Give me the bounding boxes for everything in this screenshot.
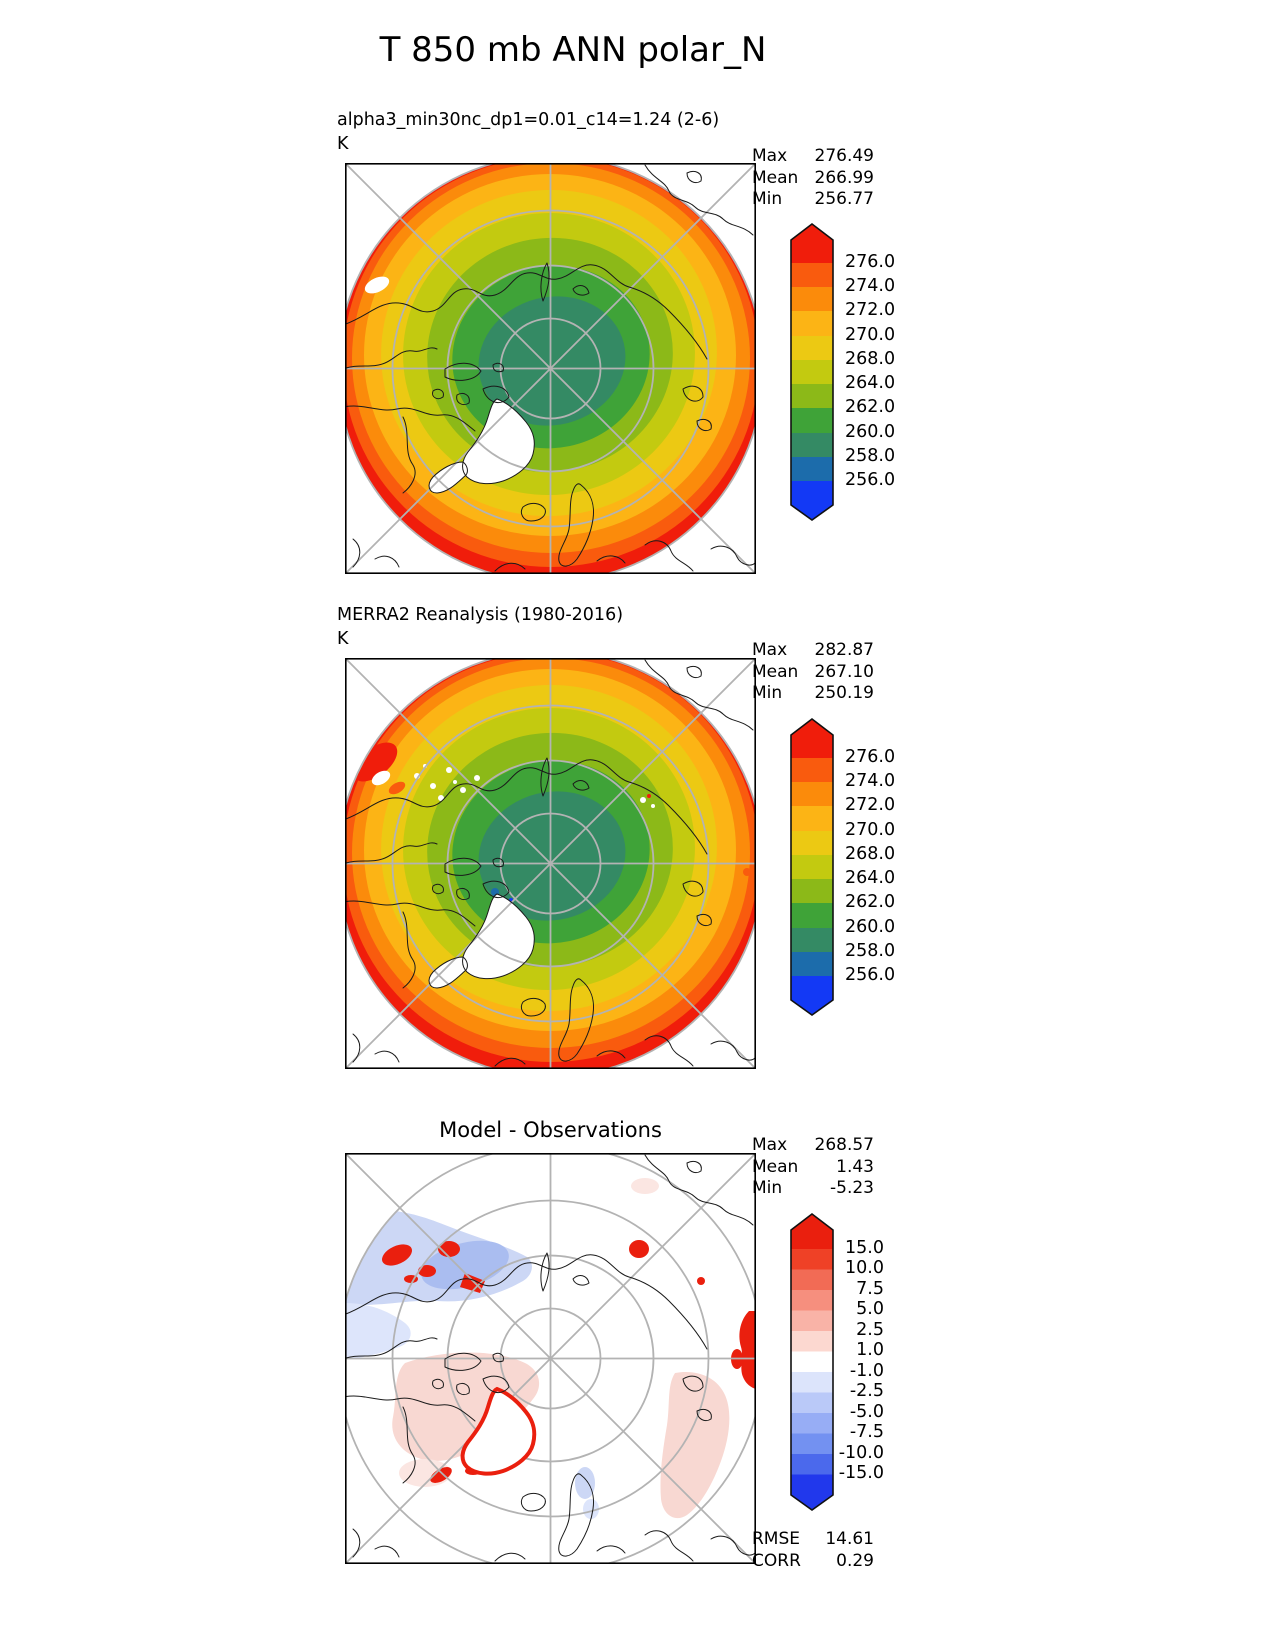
colorbar-tick: 7.5 bbox=[856, 1279, 884, 1299]
graticule bbox=[345, 1153, 756, 1564]
colorbar-tick: 1.0 bbox=[856, 1340, 884, 1360]
missing-data-patch bbox=[364, 276, 390, 294]
colorbar-tick: 258.0 bbox=[845, 941, 896, 961]
colorbar-tick: 270.0 bbox=[845, 325, 896, 345]
colorbar-tick: 10.0 bbox=[845, 1258, 884, 1278]
metric-value: 14.61 bbox=[825, 1529, 874, 1549]
colorbar-tick: -10.0 bbox=[838, 1443, 884, 1463]
colorbar-tick: 262.0 bbox=[845, 397, 896, 417]
panel-3-metrics: RMSE 14.61 CORR 0.29 bbox=[752, 1529, 874, 1572]
stat-label: Max bbox=[752, 640, 788, 660]
stat-value: 276.49 bbox=[814, 146, 874, 166]
panel-2-subtitle: MERRA2 Reanalysis (1980-2016) bbox=[337, 605, 624, 625]
colorbar-tick: 274.0 bbox=[845, 771, 896, 791]
stat-value: 256.77 bbox=[814, 189, 874, 209]
stat-value: 282.87 bbox=[814, 640, 874, 660]
page-title: T 850 mb ANN polar_N bbox=[379, 30, 767, 70]
panel-2-units: K bbox=[337, 629, 349, 649]
stat-row: Mean 267.10 bbox=[752, 662, 874, 684]
panel-1-units: K bbox=[337, 134, 349, 154]
metric-label: RMSE bbox=[752, 1529, 801, 1549]
stat-value: 1.43 bbox=[836, 1156, 874, 1177]
stat-value: -5.23 bbox=[830, 1178, 874, 1198]
colorbar-tick: -15.0 bbox=[838, 1463, 884, 1483]
map-panel-1 bbox=[345, 163, 756, 574]
colorbar-tick: 258.0 bbox=[845, 446, 896, 466]
metric-value: 0.29 bbox=[836, 1550, 874, 1571]
metric-row: CORR 0.29 bbox=[752, 1551, 874, 1573]
stat-value: 266.99 bbox=[814, 167, 874, 188]
panel-3-title: Model - Observations bbox=[439, 1118, 662, 1142]
stat-row: Min 250.19 bbox=[752, 683, 874, 705]
colorbar-tick: 2.5 bbox=[856, 1320, 884, 1340]
stat-label: Mean bbox=[752, 661, 799, 682]
map-panel-3 bbox=[345, 1153, 756, 1564]
stat-row: Min -5.23 bbox=[752, 1178, 874, 1200]
colorbar-tick: 5.0 bbox=[856, 1299, 884, 1319]
obs-extra-features bbox=[352, 742, 751, 931]
colorbar-tick: -7.5 bbox=[849, 1422, 884, 1442]
map-panel-2 bbox=[345, 658, 756, 1069]
colorbar-panel-2 bbox=[790, 718, 834, 1016]
stat-label: Min bbox=[752, 1178, 783, 1198]
colorbar-tick: 260.0 bbox=[845, 917, 896, 937]
stat-label: Mean bbox=[752, 167, 799, 188]
colorbar-tick: 272.0 bbox=[845, 795, 896, 815]
graticule bbox=[345, 658, 756, 1069]
stat-label: Max bbox=[752, 1135, 788, 1155]
stat-label: Min bbox=[752, 683, 783, 703]
metric-label: CORR bbox=[752, 1550, 801, 1571]
stat-label: Min bbox=[752, 189, 783, 209]
colorbar-tick: -5.0 bbox=[849, 1402, 884, 1422]
stat-value: 267.10 bbox=[814, 661, 874, 682]
colorbar-tick: 256.0 bbox=[845, 965, 896, 985]
colorbar-tick: -1.0 bbox=[849, 1361, 884, 1381]
colorbar-tick: 270.0 bbox=[845, 820, 896, 840]
stat-row: Mean 1.43 bbox=[752, 1157, 874, 1179]
colorbar-tick: 268.0 bbox=[845, 349, 896, 369]
panel-2-stats: Max 282.87 Mean 267.10 Min 250.19 bbox=[752, 640, 874, 705]
colorbar-tick: 256.0 bbox=[845, 470, 896, 490]
stat-label: Mean bbox=[752, 1156, 799, 1177]
colorbar-tick: 276.0 bbox=[845, 747, 896, 767]
colorbar-tick: 260.0 bbox=[845, 422, 896, 442]
graticule bbox=[345, 163, 756, 574]
metric-row: RMSE 14.61 bbox=[752, 1529, 874, 1551]
panel-3-stats: Max 268.57 Mean 1.43 Min -5.23 bbox=[752, 1135, 874, 1200]
colorbar-tick: 264.0 bbox=[845, 868, 896, 888]
panel-1-subtitle: alpha3_min30nc_dp1=0.01_c14=1.24 (2-6) bbox=[337, 110, 720, 130]
stat-value: 268.57 bbox=[814, 1135, 874, 1155]
colorbar-tick: 276.0 bbox=[845, 252, 896, 272]
stat-label: Max bbox=[752, 146, 788, 166]
colorbar-panel-3 bbox=[790, 1213, 834, 1511]
stat-value: 250.19 bbox=[814, 683, 874, 703]
stat-row: Min 256.77 bbox=[752, 189, 874, 211]
colorbar-panel-1 bbox=[790, 223, 834, 521]
colorbar-tick: 268.0 bbox=[845, 844, 896, 864]
colorbar-tick: 274.0 bbox=[845, 276, 896, 296]
colorbar-tick: 262.0 bbox=[845, 892, 896, 912]
colorbar-tick: 15.0 bbox=[845, 1238, 884, 1258]
colorbar-tick: 264.0 bbox=[845, 373, 896, 393]
stat-row: Max 276.49 bbox=[752, 146, 874, 168]
panel-1-stats: Max 276.49 Mean 266.99 Min 256.77 bbox=[752, 146, 874, 211]
stat-row: Max 268.57 bbox=[752, 1135, 874, 1157]
stat-row: Max 282.87 bbox=[752, 640, 874, 662]
stat-row: Mean 266.99 bbox=[752, 168, 874, 190]
colorbar-tick: -2.5 bbox=[849, 1381, 884, 1401]
colorbar-tick: 272.0 bbox=[845, 300, 896, 320]
